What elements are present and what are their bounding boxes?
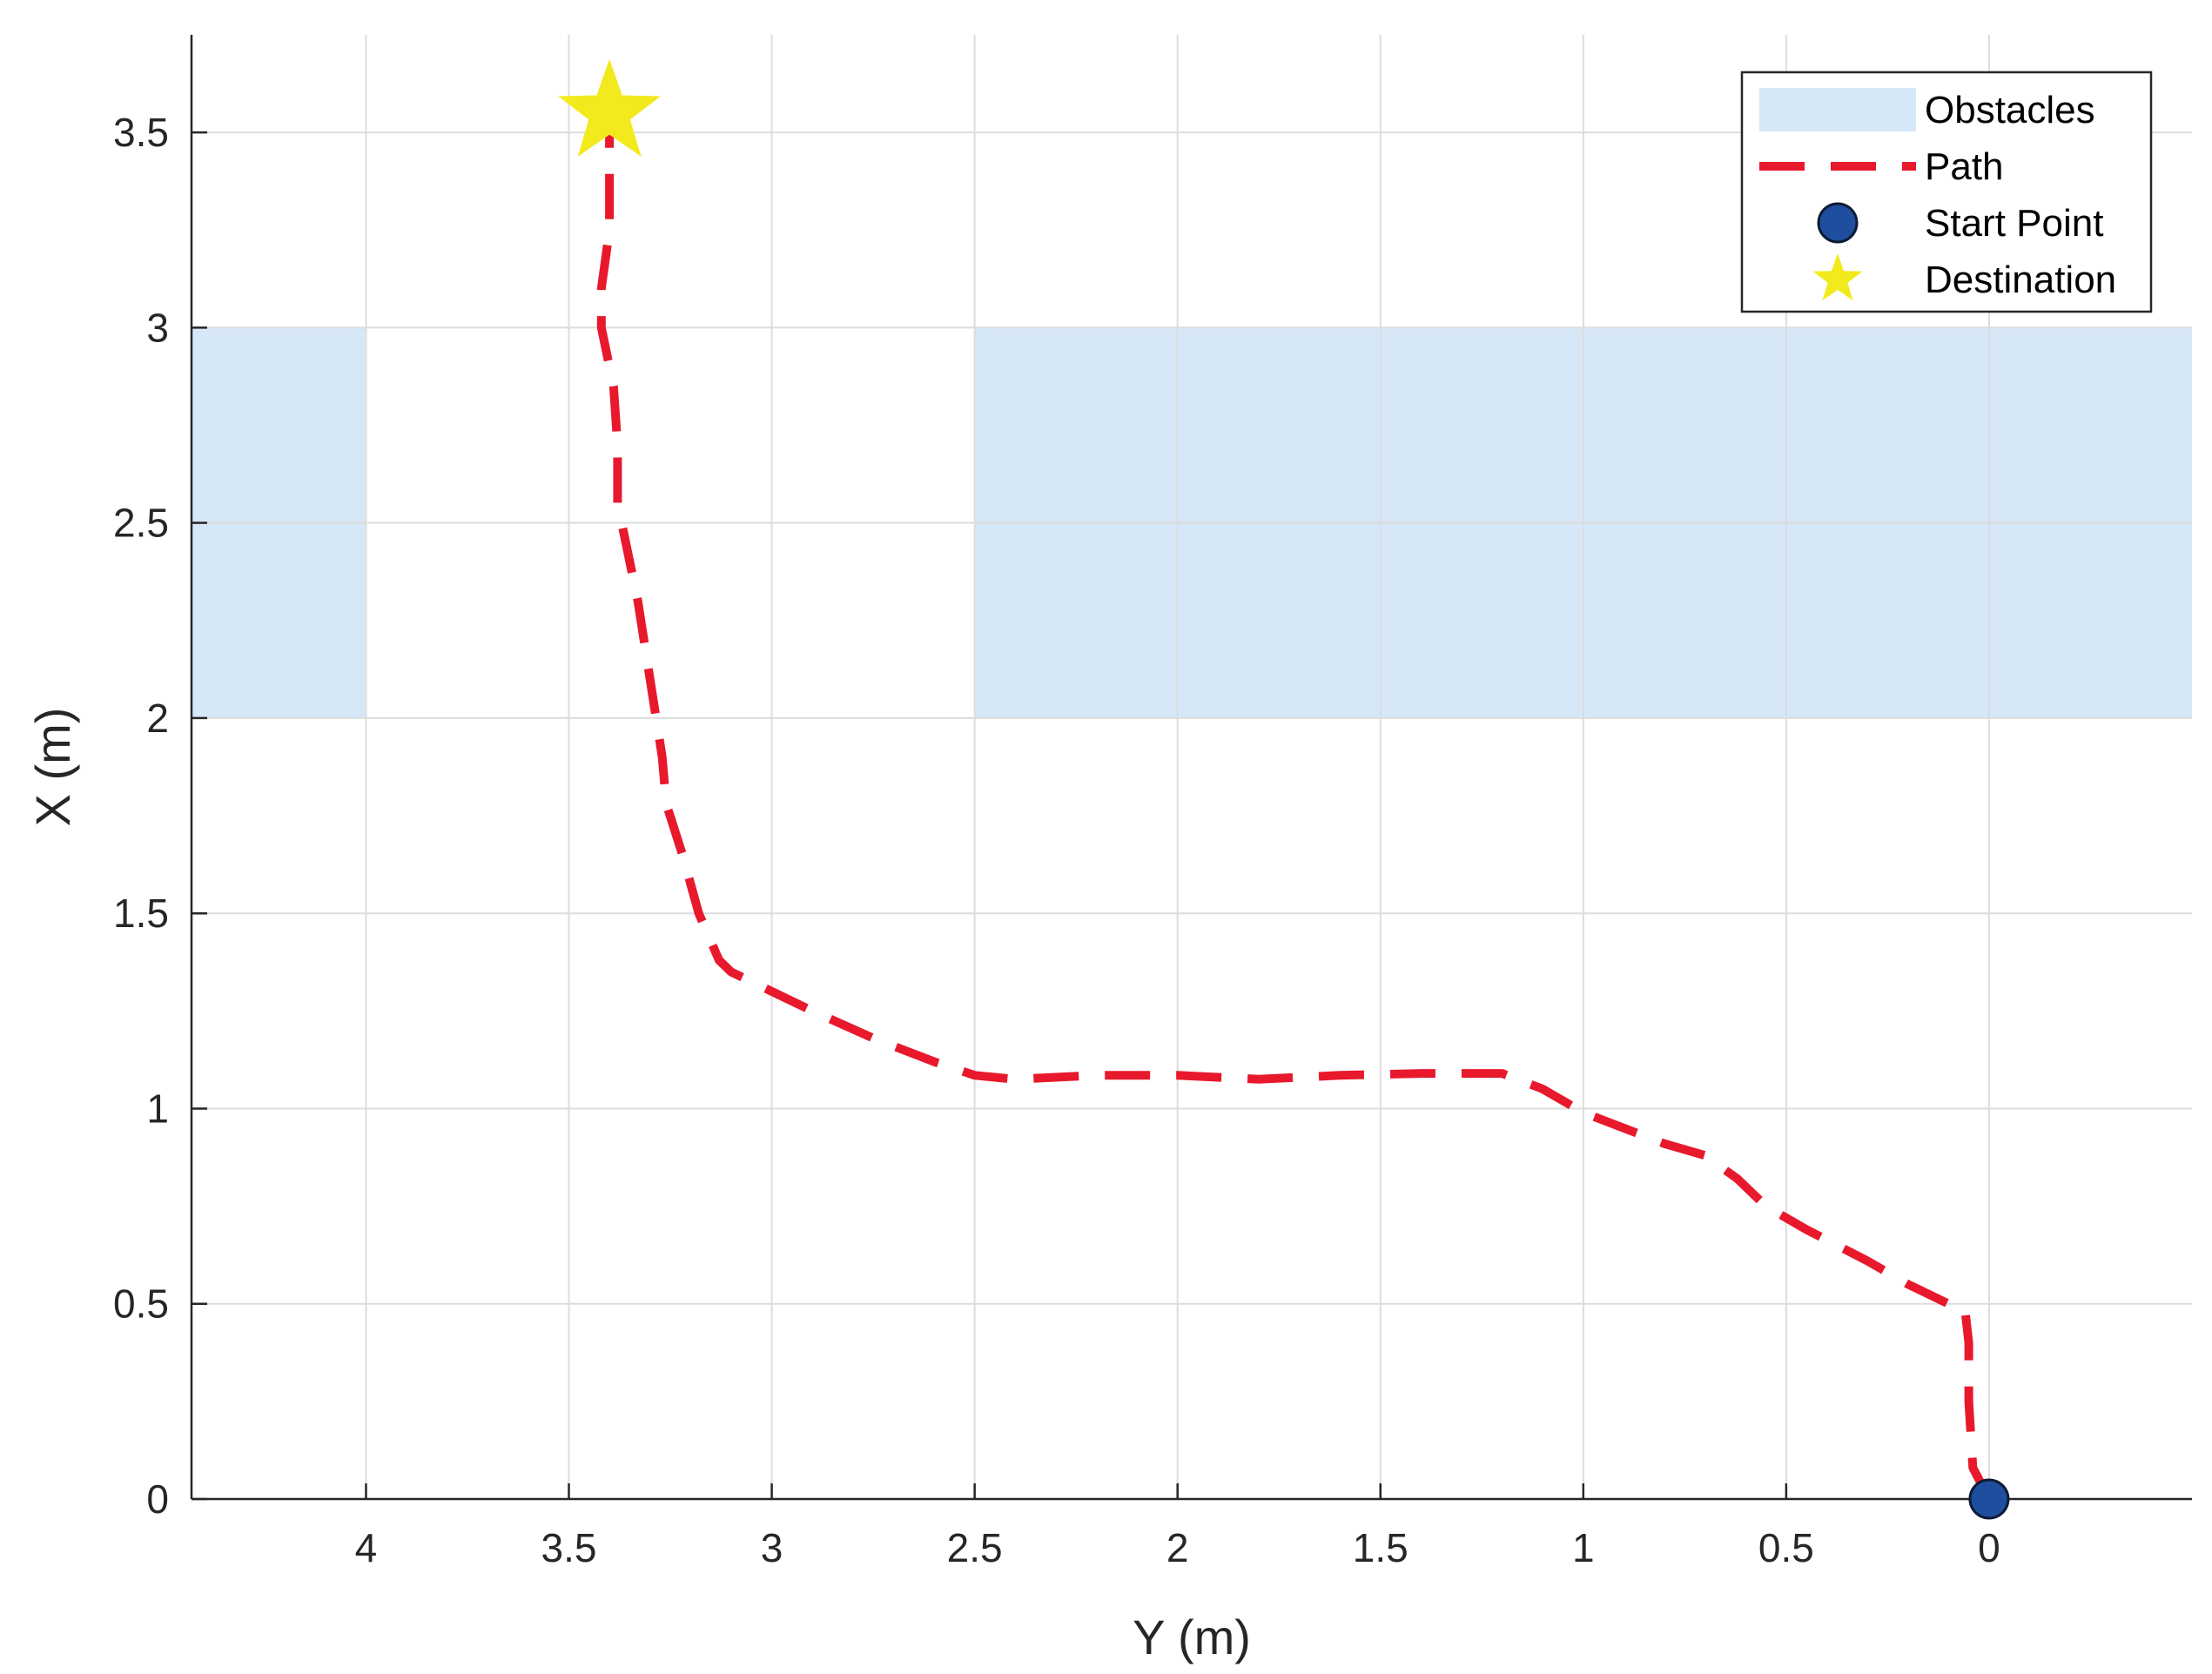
x-tick-label: 3.5 [541, 1525, 597, 1570]
x-axis-label: Y (m) [1133, 1610, 1251, 1664]
y-tick-label: 0.5 [113, 1281, 169, 1327]
x-tick-label: 2.5 [947, 1525, 1003, 1570]
start-point-marker [1968, 1478, 2010, 1520]
legend-destination-swatch [1812, 253, 1863, 301]
y-tick-label: 2.5 [113, 501, 169, 546]
path-layer [596, 112, 1993, 1502]
legend-label: Obstacles [1925, 89, 2095, 131]
x-tick-label: 0.5 [1758, 1525, 1814, 1570]
legend-label: Path [1925, 145, 2004, 188]
x-tick-label: 1 [1572, 1525, 1595, 1570]
legend-start-swatch [1817, 202, 1859, 244]
markers-layer [558, 58, 2010, 1520]
legend-label: Start Point [1925, 202, 2103, 245]
y-tick-label: 0 [146, 1476, 169, 1522]
x-tick-label: 1.5 [1353, 1525, 1409, 1570]
legend-obstacles-swatch [1759, 88, 1916, 131]
x-tick-label: 0 [1978, 1525, 2000, 1570]
y-tick-label: 1.5 [113, 891, 169, 936]
y-tick-label: 2 [146, 696, 169, 741]
y-tick-label: 3 [146, 305, 169, 350]
x-tick-label: 3 [761, 1525, 783, 1570]
y-axis-label: X (m) [25, 708, 80, 827]
legend-label: Destination [1925, 259, 2116, 301]
path-line [596, 112, 1993, 1502]
axes-layer: 4 3.5 3 2.5 2 1.5 1 0.5 0 0 0.5 1 1.5 2 2.5 3 3.5 [113, 35, 2192, 1570]
y-tick-label: 3.5 [113, 110, 169, 155]
x-tick-label: 2 [1167, 1525, 1189, 1570]
x-tick-label: 4 [355, 1525, 378, 1570]
legend: Obstacles Path Start Point Destination [1740, 71, 2153, 313]
y-tick-label: 1 [146, 1086, 169, 1131]
destination-marker [558, 58, 662, 157]
